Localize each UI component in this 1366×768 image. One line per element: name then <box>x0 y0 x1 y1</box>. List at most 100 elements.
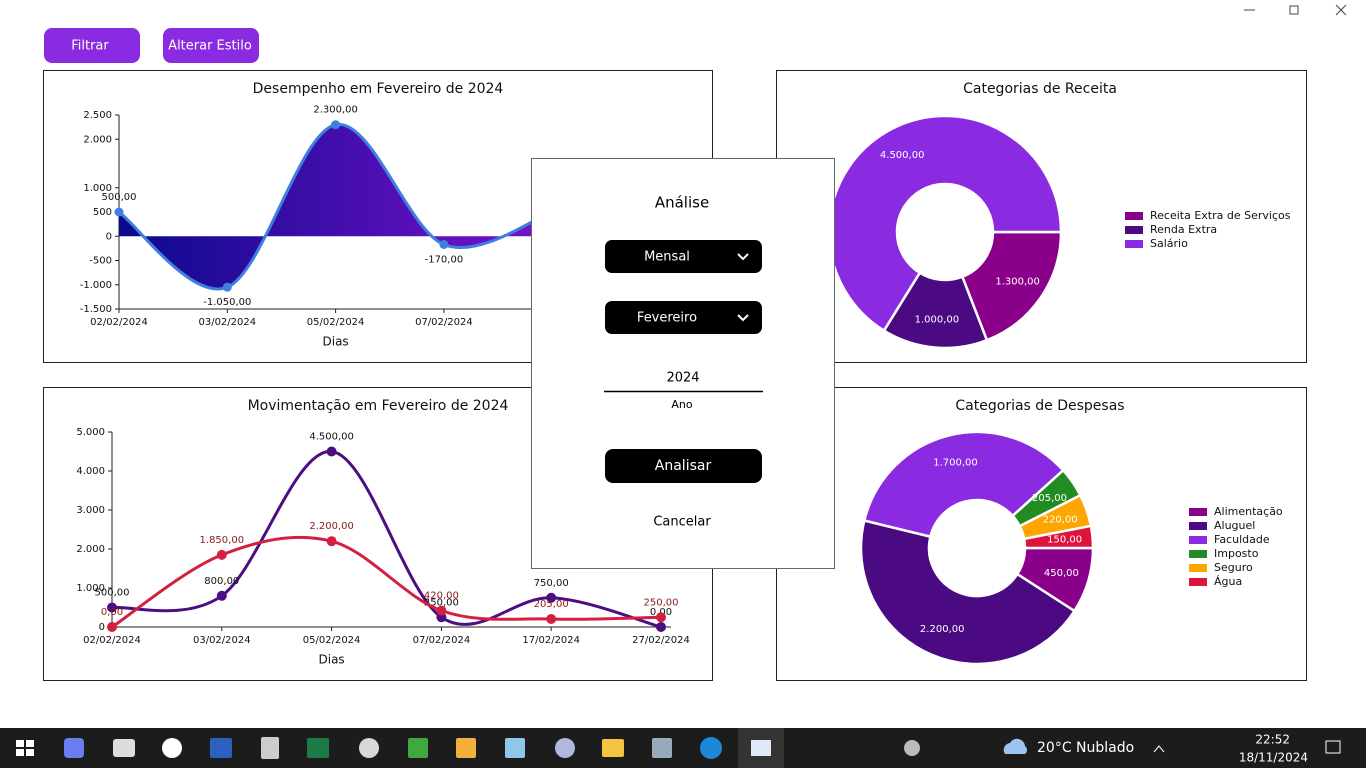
series-line <box>111 535 662 629</box>
y-tick-label: 0 <box>99 622 105 633</box>
value-label: 2.200,00 <box>309 521 354 532</box>
data-point <box>222 282 232 292</box>
style-button[interactable] <box>163 28 259 63</box>
axis-title: Dias <box>323 335 349 349</box>
legend-swatch <box>1125 212 1143 220</box>
value-label: 1.000,00 <box>915 315 960 326</box>
app-icon[interactable] <box>408 738 428 758</box>
analyze-button-label[interactable]: Analisar <box>655 458 712 474</box>
weather-temp[interactable]: 20°C <box>1037 740 1072 756</box>
legend-label: Aluguel <box>1214 519 1255 532</box>
notifications[interactable] <box>1325 740 1341 754</box>
close[interactable] <box>1335 4 1347 16</box>
edge-icon[interactable] <box>700 737 722 759</box>
x-tick-label: 27/02/2024 <box>632 635 690 646</box>
data-point <box>326 446 337 457</box>
y-tick-label: 0 <box>106 231 112 242</box>
legend-swatch <box>1189 508 1207 516</box>
weather-condition[interactable]: Nublado <box>1076 740 1134 756</box>
value-label: 220,00 <box>1043 514 1078 525</box>
analyze-button[interactable] <box>605 449 762 483</box>
y-tick-label: 500 <box>93 207 112 218</box>
y-tick-label: 2.500 <box>83 110 112 121</box>
value-label: 205,00 <box>534 599 569 610</box>
value-label: 2.300,00 <box>313 105 358 116</box>
y-tick-label: 5.000 <box>76 427 105 438</box>
period-select[interactable] <box>605 240 762 273</box>
app-icon[interactable] <box>652 738 672 758</box>
legend-label: Salário <box>1150 237 1188 250</box>
value-label: 4.500,00 <box>309 432 354 443</box>
app-icon[interactable] <box>359 738 379 758</box>
calculator-icon[interactable] <box>261 737 279 759</box>
weather-icon[interactable] <box>1003 738 1027 754</box>
chart-title: Categorias de Despesas <box>955 398 1124 414</box>
copilot-icon[interactable] <box>64 738 84 758</box>
x-tick-label: 17/02/2024 <box>522 635 580 646</box>
legend-swatch <box>1125 240 1143 248</box>
value-label: 0,00 <box>101 607 123 618</box>
data-point <box>107 622 117 632</box>
data-point <box>216 590 227 601</box>
filter-button-label[interactable]: Filtrar <box>71 39 109 54</box>
dropdown-arrow <box>737 253 749 261</box>
month-select[interactable] <box>605 301 762 334</box>
month-value[interactable]: Fevereiro <box>637 311 697 326</box>
legend-label: Faculdade <box>1214 533 1270 546</box>
dropdown-arrow <box>737 314 749 322</box>
value-label: 500,00 <box>95 588 130 599</box>
start-button[interactable] <box>16 740 34 756</box>
data-point <box>546 614 557 625</box>
donut-slice <box>960 230 1063 342</box>
year-input[interactable]: 2024 <box>666 371 699 386</box>
x-tick-label: 02/02/2024 <box>83 635 141 646</box>
area-fill <box>119 124 553 289</box>
legend-swatch <box>1189 522 1207 530</box>
restore[interactable] <box>1289 5 1299 15</box>
filter-button[interactable] <box>44 28 140 63</box>
app-icon[interactable] <box>555 738 575 758</box>
y-tick-label: 1.000 <box>83 183 112 194</box>
period-value[interactable]: Mensal <box>644 250 690 265</box>
word-icon[interactable] <box>210 738 232 758</box>
donut-slice <box>859 519 1077 666</box>
value-label: 1.700,00 <box>933 458 978 469</box>
y-tick-label: 3.000 <box>76 505 105 516</box>
excel-icon[interactable] <box>307 738 329 758</box>
data-point <box>546 592 557 603</box>
store-icon[interactable] <box>456 738 476 758</box>
tray-icon[interactable] <box>904 740 920 756</box>
x-tick-label: 03/02/2024 <box>193 635 251 646</box>
app-icon[interactable] <box>505 738 525 758</box>
chart-title: Movimentação em Fevereiro de 2024 <box>248 398 509 414</box>
donut-slice <box>862 430 1065 539</box>
value-label: 420,00 <box>424 591 459 602</box>
x-tick-label: 05/02/2024 <box>303 635 361 646</box>
legend-label: Alimentação <box>1214 505 1283 518</box>
tray-expand[interactable] <box>1153 745 1165 753</box>
data-point <box>326 536 337 547</box>
clock-date[interactable]: 18/11/2024 <box>1239 751 1308 765</box>
style-button-label[interactable]: Alterar Estilo <box>168 39 252 54</box>
value-label: 1.850,00 <box>200 535 245 546</box>
value-label: 800,00 <box>204 576 239 587</box>
value-label: 205,00 <box>1032 493 1067 504</box>
camera-icon[interactable] <box>113 739 135 757</box>
data-point <box>436 605 447 616</box>
value-label: 150,00 <box>1047 535 1082 546</box>
value-label: -1.050,00 <box>203 297 251 308</box>
legend-label: Imposto <box>1214 547 1259 560</box>
value-label: 250,00 <box>424 597 459 608</box>
cancel-button[interactable]: Cancelar <box>653 515 711 530</box>
y-tick-label: 4.000 <box>76 466 105 477</box>
value-label: 1.300,00 <box>995 277 1040 288</box>
explorer-icon[interactable] <box>602 739 624 757</box>
window-controls <box>1244 4 1347 16</box>
y-tick-label: 1.000 <box>76 583 105 594</box>
photos-icon[interactable] <box>162 738 182 758</box>
active-app-icon[interactable] <box>751 740 771 756</box>
clock-time[interactable]: 22:52 <box>1255 733 1290 747</box>
y-tick-label: -1.500 <box>80 304 112 315</box>
data-point <box>656 622 666 632</box>
y-tick-label: 2.000 <box>83 134 112 145</box>
